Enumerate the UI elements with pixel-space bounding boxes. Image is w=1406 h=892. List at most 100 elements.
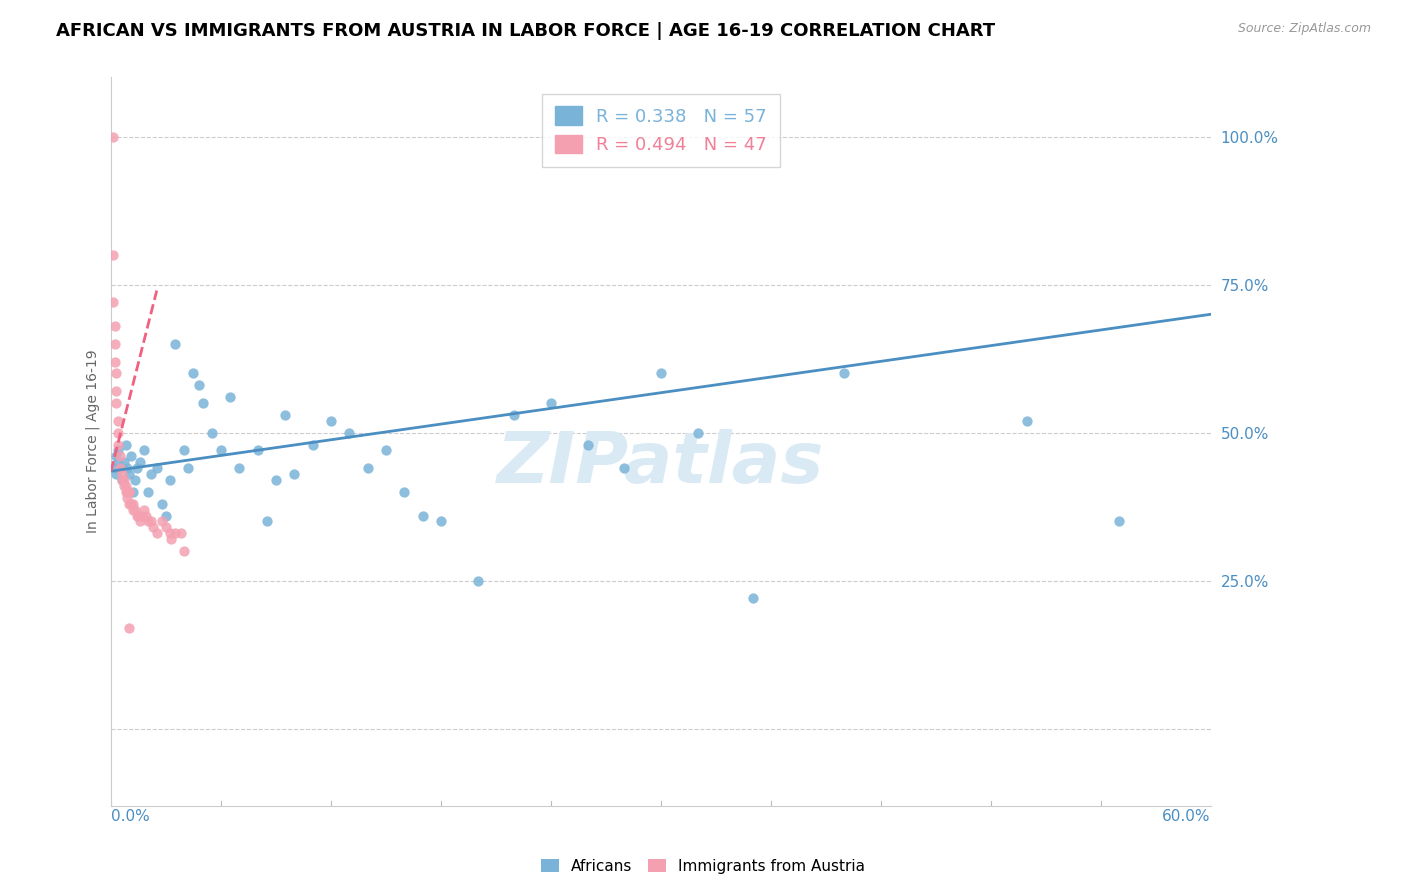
Point <box>686 425 709 440</box>
Point <box>107 414 129 428</box>
Point <box>108 461 131 475</box>
Point <box>173 544 195 558</box>
Point <box>150 497 173 511</box>
Text: ZIPatlas: ZIPatlas <box>498 429 824 498</box>
Point <box>120 497 142 511</box>
Point <box>337 425 360 440</box>
Point <box>120 450 142 464</box>
Point <box>111 473 134 487</box>
Y-axis label: In Labor Force | Age 16-19: In Labor Force | Age 16-19 <box>86 350 100 533</box>
Point <box>101 248 124 262</box>
Point <box>201 425 224 440</box>
Point <box>117 491 139 505</box>
Point <box>165 526 187 541</box>
Point <box>159 526 181 541</box>
Point <box>264 473 287 487</box>
Point <box>159 473 181 487</box>
Point <box>118 484 141 499</box>
Point <box>356 461 378 475</box>
Point <box>105 467 128 482</box>
Point <box>741 591 763 606</box>
Point <box>108 461 131 475</box>
Point <box>155 520 177 534</box>
Point <box>1017 414 1039 428</box>
Point <box>274 408 297 422</box>
Point <box>219 390 242 404</box>
Point <box>145 461 167 475</box>
Point <box>374 443 396 458</box>
Point <box>150 515 173 529</box>
Point <box>125 461 148 475</box>
Point <box>392 484 415 499</box>
Point <box>228 461 250 475</box>
Point <box>183 367 205 381</box>
Point <box>187 378 209 392</box>
Point <box>132 502 155 516</box>
Point <box>107 455 129 469</box>
Point <box>165 337 187 351</box>
Point <box>114 484 136 499</box>
Point <box>101 295 124 310</box>
Point <box>832 367 855 381</box>
Point <box>105 396 128 410</box>
Point <box>117 484 139 499</box>
Point <box>169 526 191 541</box>
Point <box>118 484 141 499</box>
Text: AFRICAN VS IMMIGRANTS FROM AUSTRIA IN LABOR FORCE | AGE 16-19 CORRELATION CHART: AFRICAN VS IMMIGRANTS FROM AUSTRIA IN LA… <box>56 22 995 40</box>
Point <box>114 437 136 451</box>
Point <box>101 129 124 144</box>
Point <box>246 443 269 458</box>
Point <box>283 467 305 482</box>
Point <box>131 508 153 523</box>
Point <box>136 484 159 499</box>
Text: 60.0%: 60.0% <box>1163 809 1211 823</box>
Point <box>105 367 128 381</box>
Point <box>112 473 135 487</box>
Point <box>122 502 145 516</box>
Point <box>209 443 232 458</box>
Point <box>412 508 434 523</box>
Point <box>103 461 125 475</box>
Point <box>105 384 128 399</box>
Point <box>132 443 155 458</box>
Point <box>118 467 141 482</box>
Legend: R = 0.338   N = 57, R = 0.494   N = 47: R = 0.338 N = 57, R = 0.494 N = 47 <box>543 94 780 167</box>
Point <box>125 508 148 523</box>
Point <box>108 450 131 464</box>
Point <box>118 621 141 635</box>
Point <box>129 515 152 529</box>
Point <box>105 450 128 464</box>
Text: Source: ZipAtlas.com: Source: ZipAtlas.com <box>1237 22 1371 36</box>
Point <box>129 455 152 469</box>
Point <box>124 473 146 487</box>
Point <box>301 437 323 451</box>
Point <box>111 473 134 487</box>
Point <box>467 574 489 588</box>
Point <box>124 502 146 516</box>
Point <box>118 497 141 511</box>
Point <box>114 479 136 493</box>
Point <box>155 508 177 523</box>
Point <box>111 467 134 482</box>
Point <box>319 414 342 428</box>
Point <box>503 408 526 422</box>
Point <box>135 508 157 523</box>
Point <box>127 508 149 523</box>
Point <box>117 461 139 475</box>
Point <box>103 337 125 351</box>
Legend: Africans, Immigrants from Austria: Africans, Immigrants from Austria <box>534 853 872 880</box>
Point <box>173 443 195 458</box>
Point <box>256 515 278 529</box>
Point <box>177 461 200 475</box>
Point <box>430 515 453 529</box>
Point <box>136 515 159 529</box>
Point <box>613 461 636 475</box>
Point <box>112 455 135 469</box>
Point <box>1108 515 1130 529</box>
Point <box>107 443 129 458</box>
Point <box>122 497 145 511</box>
Point <box>540 396 562 410</box>
Point <box>122 484 145 499</box>
Point <box>112 479 135 493</box>
Point <box>160 533 183 547</box>
